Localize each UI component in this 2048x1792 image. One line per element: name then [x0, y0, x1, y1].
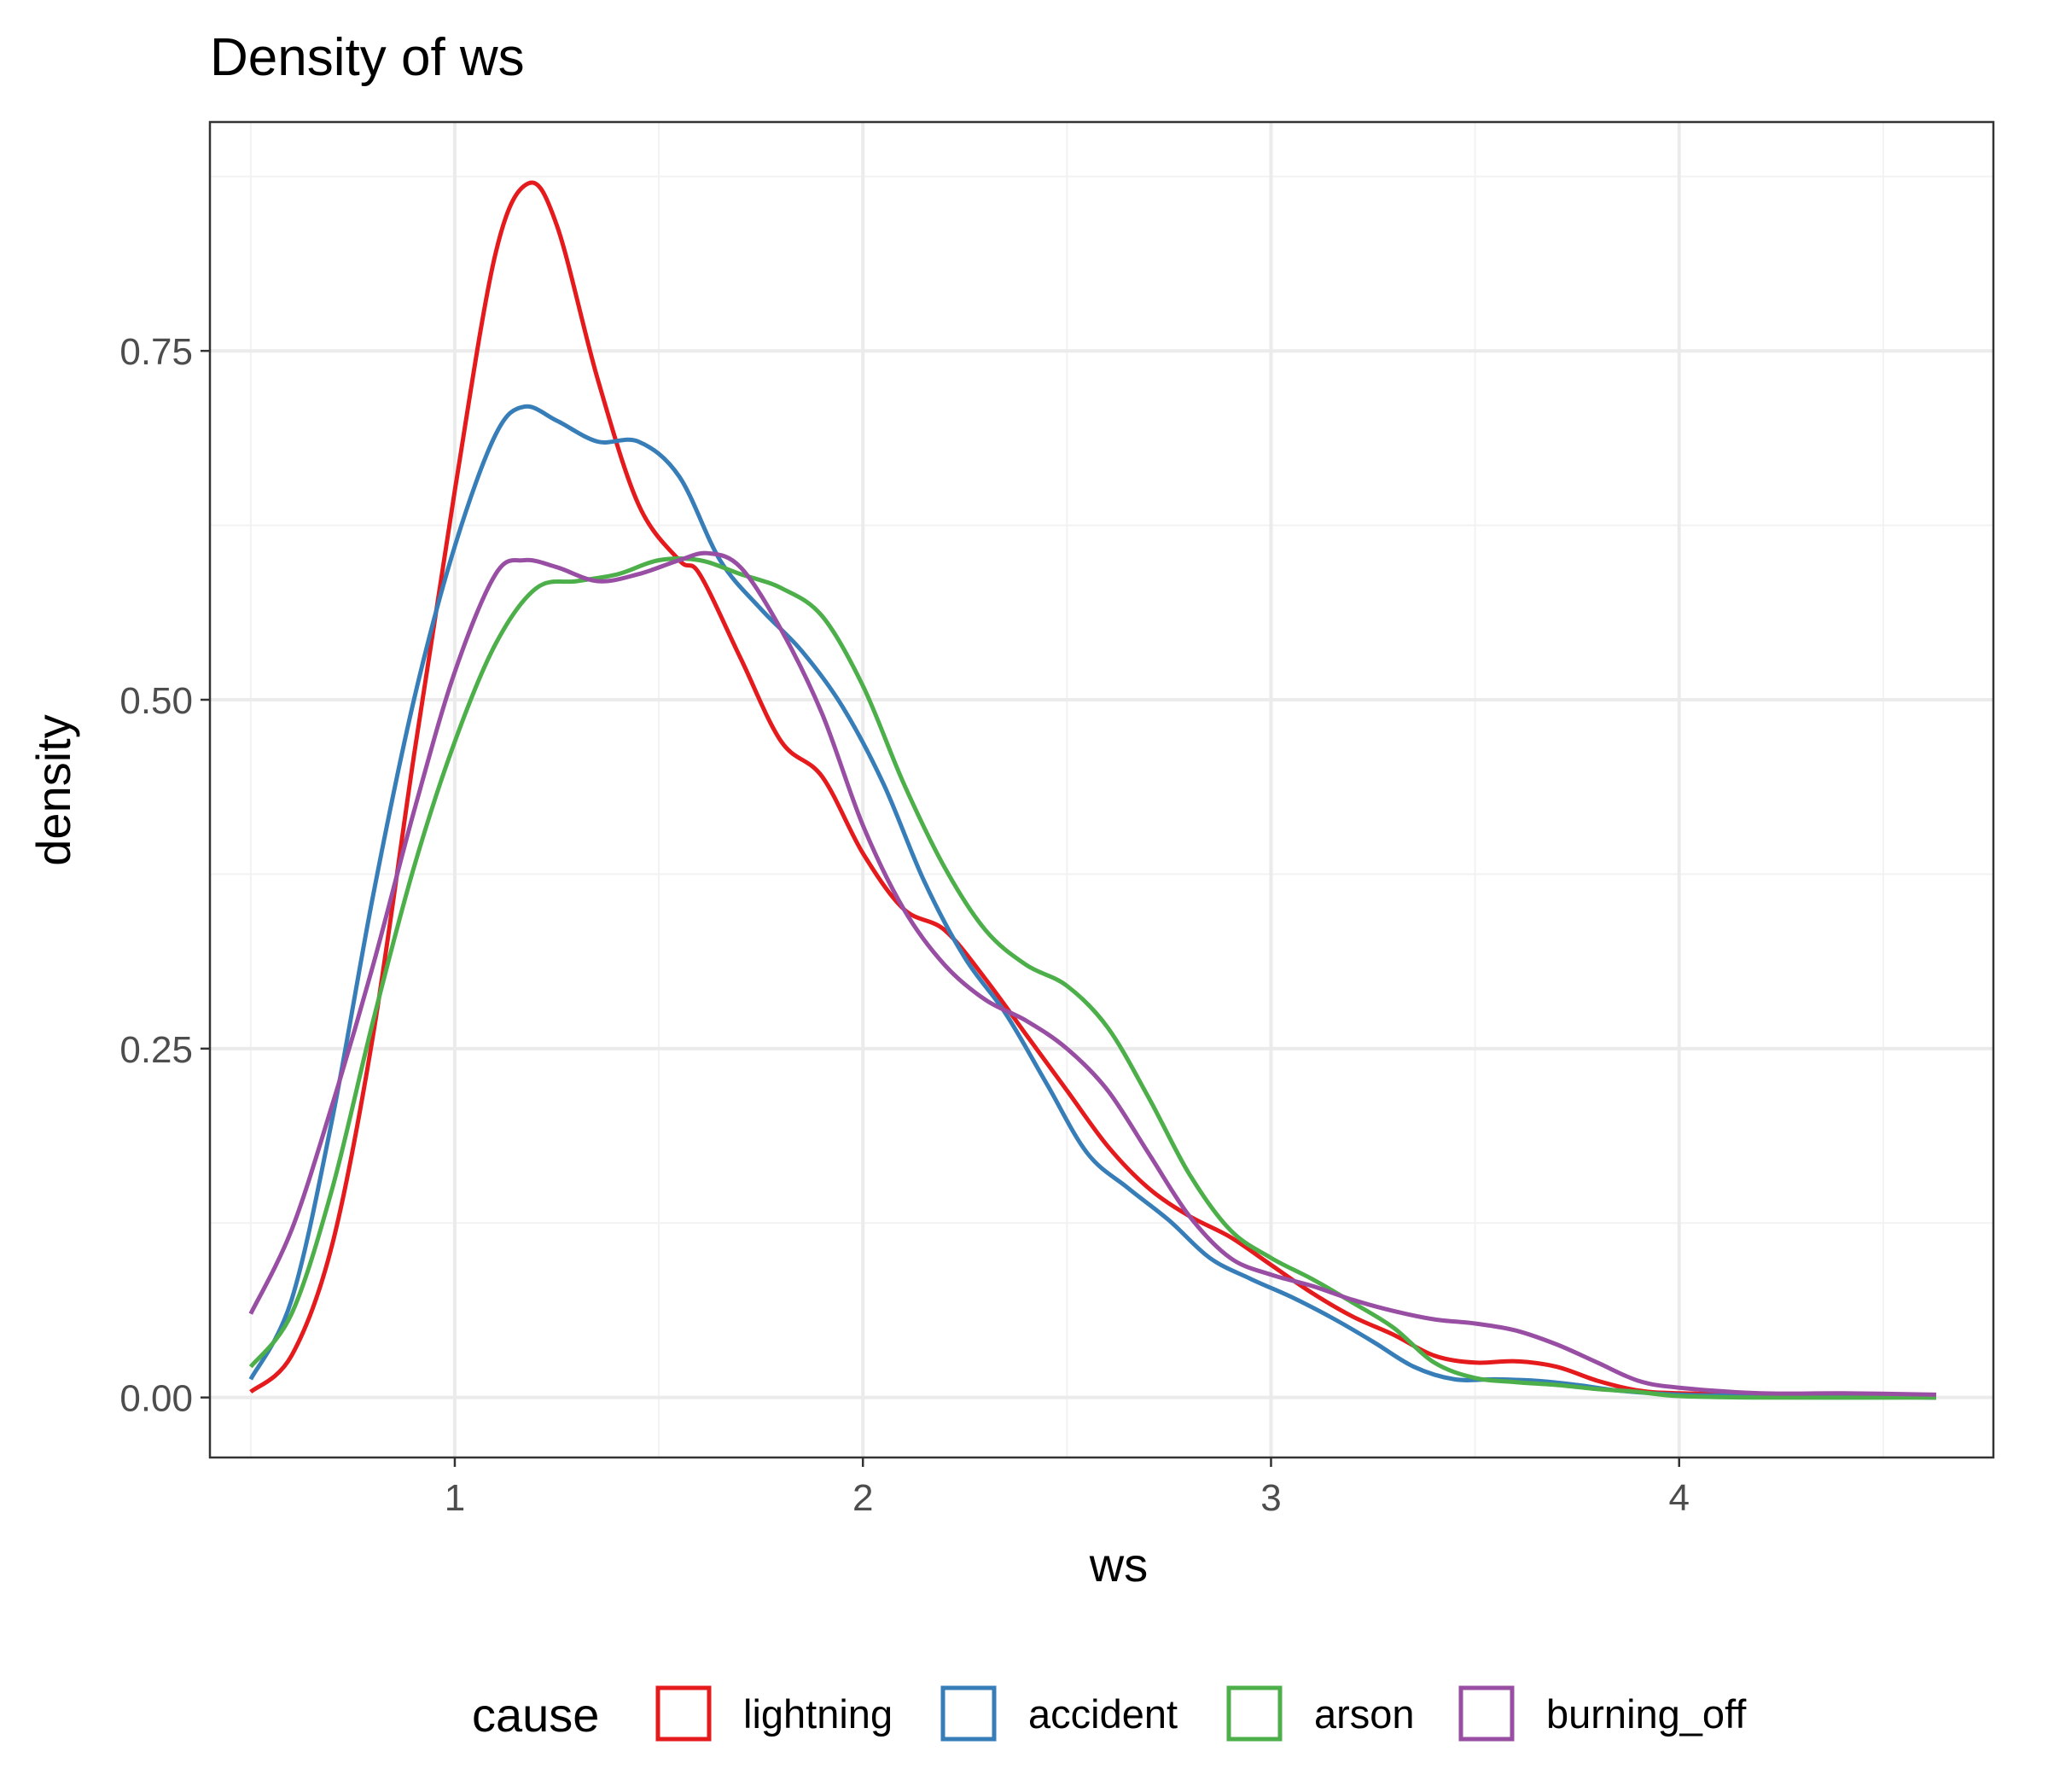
x-tick-label: 3	[1260, 1477, 1281, 1519]
chart-title: Density of ws	[210, 28, 525, 87]
x-tick-label: 2	[852, 1477, 873, 1519]
legend-label-lightning: lightning	[743, 1691, 893, 1737]
y-tick-label: 0.00	[119, 1378, 193, 1420]
legend-key-accident	[940, 1685, 997, 1742]
y-axis-title: density	[26, 714, 80, 865]
x-tick-label: 4	[1668, 1477, 1689, 1519]
y-tick-label: 0.25	[119, 1029, 193, 1071]
legend-label-accident: accident	[1028, 1691, 1178, 1737]
grid-minor	[210, 122, 1993, 1457]
y-tick-label: 0.75	[119, 331, 193, 373]
legend: cause lightning accident arson burning_off	[472, 1685, 1747, 1742]
y-tick-label: 0.50	[119, 680, 193, 722]
density-line-lightning	[249, 180, 1937, 1400]
density-lines	[248, 180, 1937, 1400]
legend-title: cause	[472, 1688, 599, 1742]
x-axis-title: ws	[1089, 1538, 1148, 1591]
y-axis: 0.00 0.25 0.50 0.75	[119, 331, 210, 1420]
density-line-burning-off	[248, 550, 1937, 1397]
x-axis: 1 2 3 4	[445, 1457, 1690, 1519]
legend-key-arson	[1226, 1685, 1283, 1742]
legend-label-arson: arson	[1314, 1691, 1415, 1737]
legend-label-burning-off: burning_off	[1546, 1691, 1747, 1737]
x-tick-label: 1	[445, 1477, 465, 1519]
density-line-arson	[248, 556, 1937, 1400]
panel-border	[208, 120, 1995, 1459]
legend-key-burning-off	[1458, 1685, 1515, 1742]
legend-key-lightning	[655, 1685, 712, 1742]
